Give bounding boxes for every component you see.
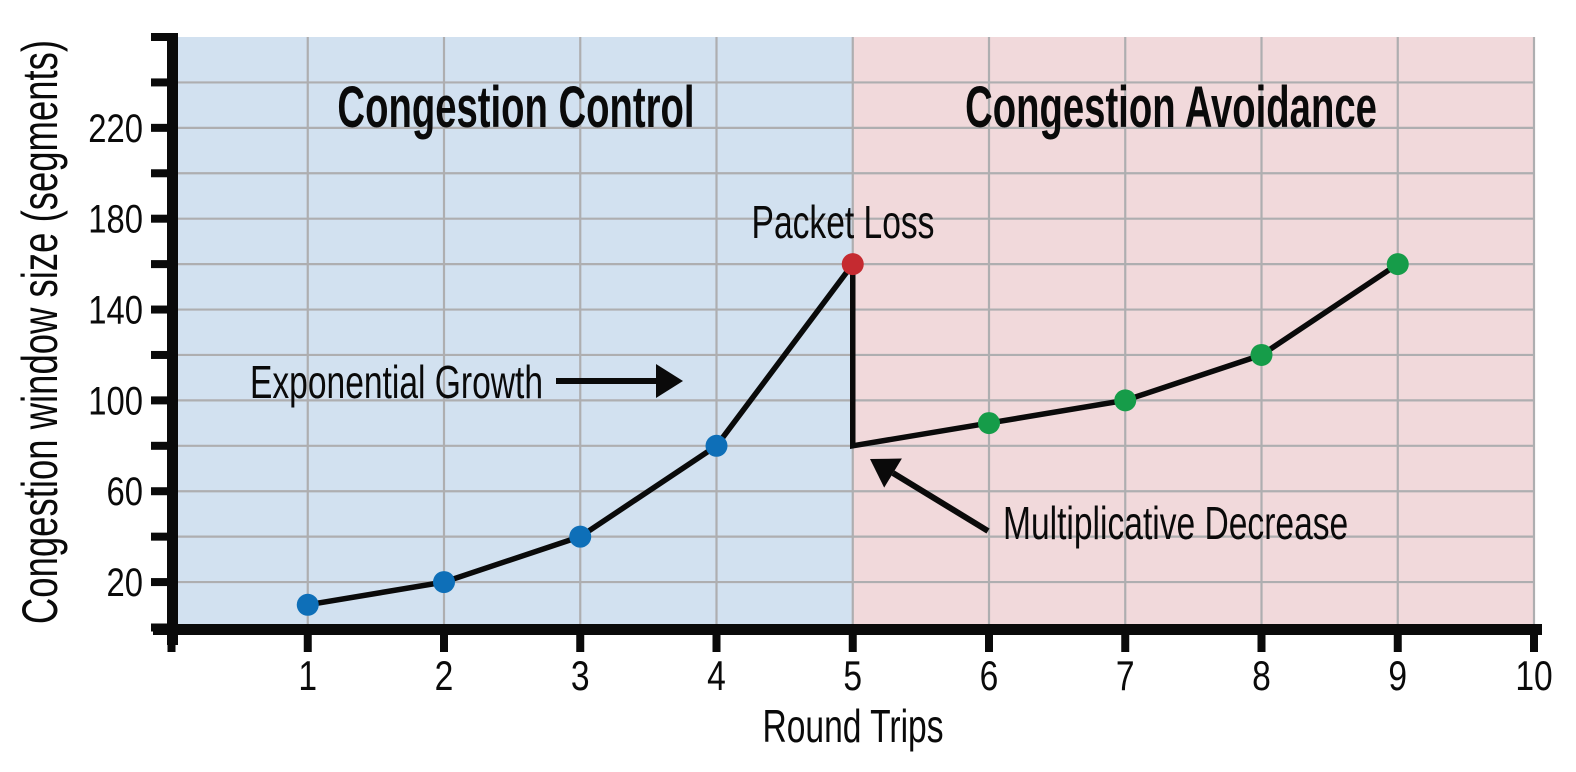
packet-loss-annotation: Packet Loss <box>752 197 935 248</box>
x-tick-label: 1 <box>298 654 317 700</box>
x-tick-label: 8 <box>1252 654 1271 700</box>
slow-start-point <box>569 525 592 548</box>
y-tick-mark <box>151 396 167 405</box>
arrow-shaft <box>891 470 990 534</box>
y-tick-mark <box>151 623 167 632</box>
congestion-avoidance-point <box>1114 389 1137 412</box>
y-axis-title: Congestion window size (segments) <box>12 40 68 624</box>
y-tick-mark <box>151 78 167 87</box>
x-tick-label: 5 <box>843 654 862 700</box>
congestion-control-region <box>171 37 853 628</box>
y-tick-mark <box>151 487 167 496</box>
y-axis-spine <box>167 33 178 645</box>
axes <box>151 33 1542 652</box>
congestion-window-line <box>307 255 1400 608</box>
y-tick-mark <box>151 441 167 450</box>
y-tick-mark <box>151 532 167 541</box>
slow-start-point <box>433 571 455 594</box>
x-tick-label: 9 <box>1388 654 1407 700</box>
congestion-avoidance-point <box>978 412 1000 435</box>
y-tick-mark <box>151 305 167 314</box>
x-tick-mark <box>576 635 585 652</box>
y-tick-mark <box>151 214 167 223</box>
x-tick-mark <box>167 635 176 652</box>
congestion-avoidance-point <box>1386 253 1409 276</box>
x-tick-label: 10 <box>1515 654 1552 700</box>
exponential-growth-annotation: Exponential Growth <box>250 357 543 408</box>
packet-loss-point <box>841 253 864 276</box>
x-tick-label: 2 <box>435 654 454 700</box>
y-tick-mark <box>151 123 167 132</box>
region-label-congestion-control: Congestion Control <box>337 76 694 140</box>
slow-start-point <box>705 434 728 457</box>
x-tick-mark <box>1393 635 1402 652</box>
multiplicative-decrease-annotation: Multiplicative Decrease <box>1003 498 1348 549</box>
slow-start-point <box>296 593 319 616</box>
congestion-avoidance-point <box>1250 343 1273 366</box>
y-tick-mark <box>151 260 167 269</box>
x-tick-mark <box>985 635 993 652</box>
x-tick-mark <box>712 635 721 652</box>
x-tick-mark <box>1530 635 1538 652</box>
x-tick-label: 7 <box>1116 654 1135 700</box>
annotation-arrows <box>556 364 990 534</box>
x-tick-mark <box>848 635 857 652</box>
x-tick-mark <box>1257 635 1266 652</box>
y-tick-mark <box>151 578 167 587</box>
y-tick-label: 20 <box>107 560 143 605</box>
x-tick-mark <box>1121 635 1130 652</box>
tick-labels: 20 60 100 140 180 220 1 2 3 4 5 6 7 8 9 10 <box>88 106 1552 700</box>
y-tick-mark <box>151 169 167 178</box>
x-tick-label: 6 <box>980 654 999 700</box>
x-tick-label: 3 <box>571 654 590 700</box>
y-tick-label: 100 <box>88 378 143 423</box>
x-tick-mark <box>303 635 312 652</box>
congestion-avoidance-region <box>852 37 1534 628</box>
x-axis-title: Round Trips <box>762 701 943 752</box>
y-tick-mark <box>151 350 167 359</box>
region-label-congestion-avoidance: Congestion Avoidance <box>965 76 1377 140</box>
y-tick-label: 140 <box>88 287 143 332</box>
arrow-head <box>656 364 683 398</box>
y-tick-mark <box>151 33 167 41</box>
congestion-window-series <box>296 253 1409 616</box>
x-axis-spine <box>153 624 1542 635</box>
arrow-head <box>870 458 902 488</box>
y-tick-label: 220 <box>88 106 143 151</box>
x-tick-mark <box>440 635 448 652</box>
x-tick-label: 4 <box>707 654 726 700</box>
y-tick-label: 180 <box>88 197 143 242</box>
y-tick-label: 60 <box>107 469 143 514</box>
phase-regions <box>171 37 1534 628</box>
